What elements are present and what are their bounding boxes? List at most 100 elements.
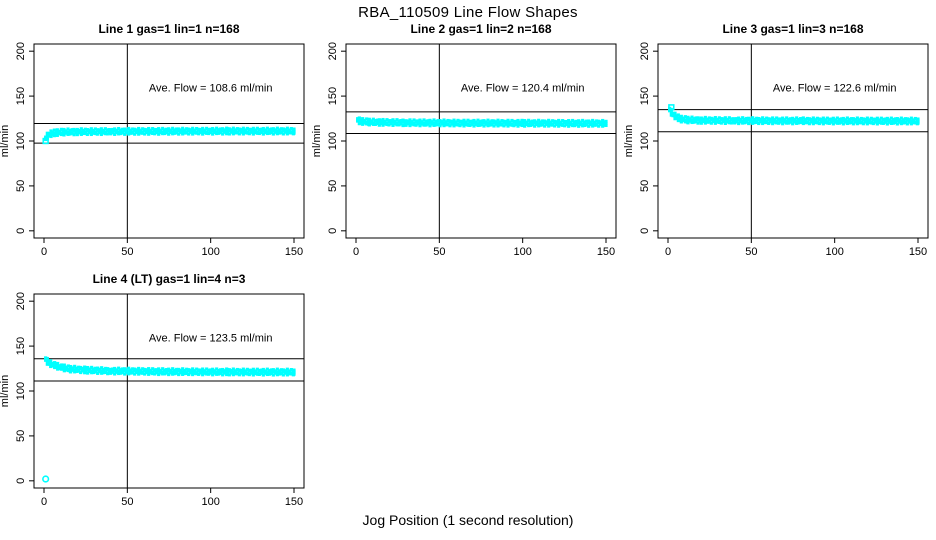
x-tick-label: 50 [121,496,133,508]
x-tick-label: 100 [201,496,219,508]
data-point [77,365,81,369]
data-point [50,132,54,137]
data-point [897,120,901,124]
data-point [555,120,559,124]
data-point [735,117,739,121]
data-point [446,123,450,127]
data-point [99,132,103,137]
data-point [498,123,502,127]
data-point [827,121,831,125]
y-tick-label: 50 [639,180,651,192]
data-point [849,117,853,121]
data-point [537,124,541,128]
data-point [715,120,719,124]
data-point [121,370,125,375]
data-point [181,129,185,134]
data-point [247,369,251,373]
data-point [452,121,456,125]
data-point [502,120,506,124]
data-point [573,120,577,125]
data-point [688,119,692,123]
data-point [705,118,709,122]
data-point [175,371,179,375]
data-point [899,119,903,124]
data-point [49,359,53,363]
data-point [79,370,83,375]
data-point [292,372,296,376]
data-point [779,120,783,124]
data-point [127,126,131,131]
data-point [498,120,502,125]
data-point [805,116,809,121]
data-point [45,134,49,138]
data-point [448,124,452,128]
data-point [193,371,197,375]
data-point [521,122,525,127]
data-point [251,126,255,130]
data-point [541,119,545,123]
data-point [753,120,757,125]
data-point [55,133,59,137]
data-point [514,122,518,126]
data-point [239,368,243,373]
x-tick-label: 50 [121,246,133,258]
data-point [179,371,183,375]
data-point [771,122,775,126]
subplot-panel: 0 50 100 150 0 50 100 150 200 ml/min Line 2 gas=1 … [311,22,617,258]
data-point [901,118,905,122]
data-point [523,121,527,125]
data-point [199,368,203,372]
data-point [537,122,541,126]
data-point [72,127,76,132]
data-point [799,120,803,124]
data-point [101,129,105,133]
data-point [261,126,265,131]
data-point [773,118,777,122]
data-point [215,372,219,376]
data-point [500,123,504,127]
data-point [482,124,486,128]
data-point [791,116,795,120]
data-point [763,120,767,124]
data-point [604,121,608,125]
data-point [432,118,436,122]
data-point [277,128,281,132]
data-point [149,129,153,133]
data-point [292,127,296,131]
data-point [111,367,115,371]
data-point [387,119,391,124]
y-tick-label: 50 [15,430,27,442]
data-point [737,121,741,126]
data-point [817,118,821,122]
data-point [237,373,241,377]
data-point [506,124,510,128]
data-point [75,369,79,373]
data-point [551,119,555,123]
data-point [559,121,563,125]
data-point [795,119,799,123]
data-point [595,119,599,123]
chart-main-title: RBA_110509 Line Flow Shapes [358,4,578,21]
data-point [905,122,909,126]
x-tick-label: 100 [513,246,531,258]
data-point [267,128,271,132]
data-point [221,367,225,372]
data-point [869,121,873,125]
data-point [173,372,177,376]
data-point [267,131,271,135]
data-point [743,121,747,125]
data-point [569,123,573,127]
data-point [547,124,551,128]
data-point [815,121,819,125]
data-point [135,128,139,132]
data-point [464,121,468,125]
data-point [577,119,581,123]
data-point [541,123,545,127]
data-point [104,370,108,374]
data-point [279,372,283,376]
y-tick-label: 0 [15,228,27,234]
data-point [385,118,389,122]
data-point [251,373,255,377]
data-point [151,131,155,136]
data-point [845,116,849,120]
